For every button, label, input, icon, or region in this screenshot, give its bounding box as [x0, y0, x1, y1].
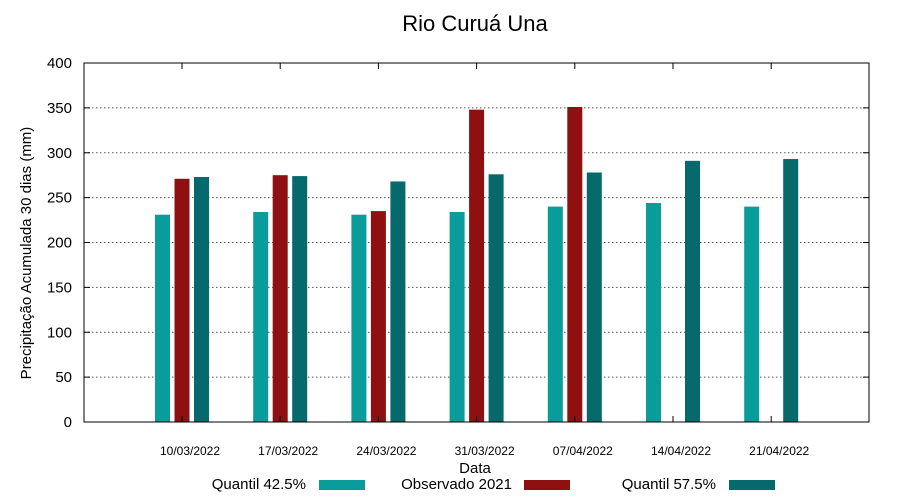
bar — [469, 109, 485, 423]
bar — [272, 175, 288, 422]
bar — [370, 211, 386, 422]
bar — [783, 159, 799, 422]
y-tick-label: 100 — [47, 324, 72, 341]
legend-swatch — [729, 480, 775, 490]
x-tick-label: 17/03/2022 — [258, 444, 318, 458]
y-tick-label: 300 — [47, 145, 72, 162]
chart-title: Rio Curuá Una — [402, 11, 548, 36]
x-tick-label: 10/03/2022 — [160, 444, 220, 458]
legend-label: Quantil 57.5% — [622, 476, 716, 493]
bar — [449, 211, 465, 422]
y-tick-label: 0 — [64, 414, 72, 431]
bar — [744, 206, 760, 422]
bar — [685, 160, 700, 422]
bar — [567, 106, 583, 422]
legend-label: Quantil 42.5% — [212, 476, 306, 493]
bars-group — [155, 106, 799, 423]
y-tick-label: 400 — [47, 55, 72, 72]
bar — [351, 214, 367, 422]
bar — [292, 176, 308, 422]
x-tick-label: 31/03/2022 — [455, 444, 515, 458]
x-axis-ticks: 10/03/2022 17/03/2022 24/03/2022 31/03/2022… — [160, 63, 810, 458]
legend-swatch — [319, 480, 365, 490]
x-tick-label: 07/04/2022 — [553, 444, 613, 458]
bar — [174, 178, 190, 422]
bar — [253, 211, 269, 422]
y-tick-label: 50 — [55, 369, 72, 386]
legend: Quantil 42.5% Observado 2021 Quantil 57.5% — [212, 476, 775, 493]
y-tick-label: 150 — [47, 279, 72, 296]
bar — [488, 174, 504, 422]
y-axis-title: Precipitação Acumulada 30 dias (mm) — [18, 127, 35, 380]
x-tick-label: 14/04/2022 — [651, 444, 711, 458]
x-tick-label: 21/04/2022 — [749, 444, 809, 458]
bar — [194, 176, 209, 422]
bar — [390, 181, 406, 422]
y-tick-label: 250 — [47, 190, 72, 207]
x-axis-title: Data — [459, 460, 491, 477]
legend-swatch — [524, 480, 570, 490]
bar — [547, 206, 563, 422]
y-tick-label: 350 — [47, 100, 72, 117]
y-tick-label: 200 — [47, 235, 72, 252]
bar — [646, 203, 661, 422]
x-tick-label: 24/03/2022 — [356, 444, 416, 458]
legend-label: Observado 2021 — [401, 476, 512, 493]
y-axis-ticks: 0 50 100 150 200 250 300 350 400 — [47, 55, 869, 431]
bar — [586, 172, 602, 422]
bar — [155, 214, 170, 422]
